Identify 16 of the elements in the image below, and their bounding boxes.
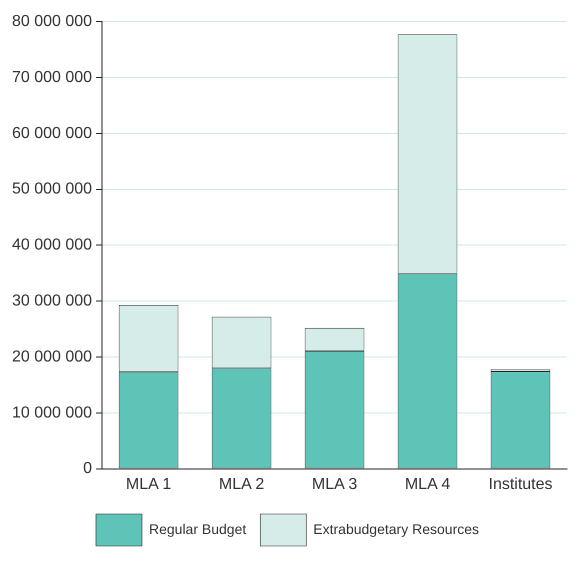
y-tick-label: 20 000 000 (12, 348, 92, 366)
y-tick-label: 80 000 000 (12, 13, 92, 30)
x-tick-label: MLA 4 (404, 476, 450, 493)
x-tick-label: Institutes (488, 476, 553, 493)
y-tick-label: 70 000 000 (12, 68, 92, 86)
y-tick-label: 0 (83, 460, 92, 478)
legend-label: Regular Budget (148, 520, 246, 537)
x-tick-label: MLA 2 (218, 476, 264, 493)
y-tick-label: 10 000 000 (12, 404, 92, 422)
y-tick-label: 60 000 000 (12, 124, 92, 142)
y-tick-label: 30 000 000 (12, 292, 92, 310)
x-tick-label: MLA 3 (312, 476, 358, 493)
legend-label: Extrabudgetary Resources (313, 520, 480, 537)
y-tick-label: 50 000 000 (12, 180, 92, 198)
y-tick-label: 40 000 000 (12, 236, 92, 254)
x-tick-label: MLA 1 (126, 476, 172, 493)
